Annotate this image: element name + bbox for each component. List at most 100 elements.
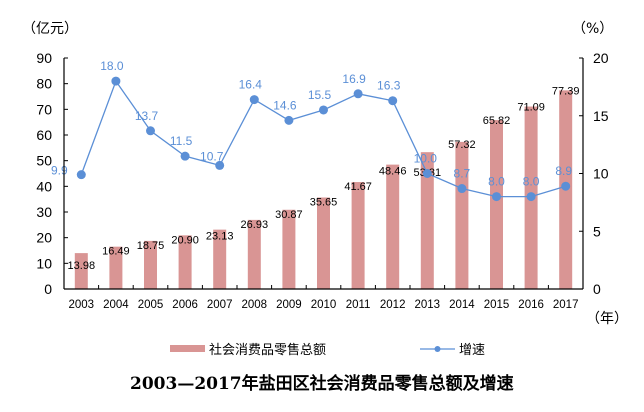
bar-data-label: 16.49 <box>102 246 130 258</box>
line-point <box>388 96 398 106</box>
line-data-label: 8.0 <box>523 175 540 189</box>
bar-data-label: 26.93 <box>241 219 269 231</box>
x-tick-label: 2011 <box>346 299 371 311</box>
left-tick-label: 50 <box>36 153 52 169</box>
x-tick-label: 2004 <box>103 299 129 311</box>
line-data-label: 10.0 <box>414 152 438 166</box>
x-tick-label: 2014 <box>449 299 475 311</box>
x-tick-label: 2003 <box>69 299 95 311</box>
line-data-label: 13.7 <box>135 109 159 123</box>
bar-data-label: 48.46 <box>379 166 407 178</box>
x-tick-label: 2008 <box>242 299 268 311</box>
bar <box>178 235 192 289</box>
bar <box>144 240 157 289</box>
line-point <box>492 192 501 202</box>
bar-data-label: 30.87 <box>275 209 303 221</box>
x-tick-label: 2017 <box>553 299 579 311</box>
left-tick-label: 40 <box>36 178 52 194</box>
line-data-label: 9.9 <box>51 164 68 178</box>
bar <box>455 141 469 289</box>
bar <box>282 209 296 289</box>
legend-bar-swatch <box>170 345 205 352</box>
bar-data-label: 71.09 <box>517 102 545 114</box>
bar <box>490 120 503 289</box>
right-tick-label: 0 <box>593 281 601 297</box>
line-point <box>146 126 155 136</box>
left-tick-label: 80 <box>36 76 52 92</box>
left-tick-label: 0 <box>44 281 52 297</box>
right-axis-ticks: 0 5 10 15 20 <box>579 50 609 297</box>
x-tick-label: 2005 <box>138 299 164 311</box>
right-tick-label: 5 <box>593 223 601 239</box>
left-axis-ticks: 0 10 20 30 40 50 60 70 80 90 <box>36 50 68 297</box>
line-point <box>422 169 432 178</box>
bar-data-label: 57.32 <box>448 139 476 151</box>
line-data-label: 8.7 <box>454 167 471 181</box>
bar <box>109 246 123 289</box>
line-point <box>561 181 571 191</box>
left-tick-label: 60 <box>36 127 52 143</box>
bar <box>420 152 434 289</box>
left-tick-label: 70 <box>36 101 52 117</box>
x-tick-label: 2007 <box>207 299 233 311</box>
line-point <box>284 115 294 125</box>
bar <box>386 164 400 289</box>
line-data-label: 10.7 <box>200 149 224 163</box>
line-data-label: 8.0 <box>488 175 505 189</box>
bar <box>213 229 227 289</box>
line-data-label: 11.5 <box>170 134 193 148</box>
legend-bar-label: 社会消费品零售总额 <box>209 342 326 358</box>
line-data-label: 16.3 <box>377 79 401 93</box>
x-tick-label: 2009 <box>276 299 302 311</box>
line-data-label: 16.9 <box>342 72 366 86</box>
bar <box>247 219 261 289</box>
left-tick-label: 10 <box>36 255 52 271</box>
right-axis-unit: （%） <box>572 21 613 37</box>
line-point <box>76 170 86 180</box>
bar <box>317 197 330 289</box>
x-axis-ticks: 2003 2004 2005 2006 2007 2008 2009 2010 2011 2012… <box>69 285 579 311</box>
line-point <box>180 151 190 161</box>
bar-data-label: 77.39 <box>552 85 580 97</box>
bar-labels: 13.98 16.49 18.75 20.90 23.13 26.93 30.87 35.65… <box>68 85 580 272</box>
line-point <box>249 95 259 105</box>
x-tick-label: 2013 <box>415 299 441 311</box>
x-tick-label: 2006 <box>172 299 198 311</box>
line-point <box>457 184 467 194</box>
left-tick-label: 30 <box>36 204 52 220</box>
bar-data-label: 23.13 <box>206 231 234 243</box>
line-data-label: 16.4 <box>239 78 263 92</box>
line-point <box>526 192 536 202</box>
left-tick-label: 90 <box>36 50 52 66</box>
line-data-label: 14.6 <box>273 98 297 112</box>
line-series <box>76 76 571 202</box>
legend: 社会消费品零售总额 增速 <box>170 342 485 358</box>
bar-data-label: 20.90 <box>171 234 199 246</box>
left-axis-unit: （亿元） <box>22 21 78 37</box>
x-axis-unit: （年） <box>586 311 628 327</box>
right-tick-label: 20 <box>593 50 609 66</box>
line-data-label: 15.5 <box>308 88 332 102</box>
legend-line-label: 增速 <box>459 343 485 358</box>
line-point <box>353 89 363 99</box>
right-tick-label: 15 <box>593 108 609 124</box>
bar-data-label: 41.67 <box>344 181 372 193</box>
bar-data-label: 13.98 <box>68 260 96 272</box>
right-tick-label: 10 <box>593 166 609 182</box>
line-point <box>215 160 225 170</box>
x-tick-label: 2015 <box>484 299 510 311</box>
bar <box>74 253 88 289</box>
line-data-label: 18.0 <box>100 59 124 73</box>
x-tick-label: 2010 <box>311 299 337 311</box>
line-point <box>319 105 328 115</box>
bar-data-label: 65.82 <box>483 115 511 127</box>
chart-title: 2003—2017年盐田区社会消费品零售总额及增速 <box>130 373 514 394</box>
legend-line-marker <box>434 346 441 352</box>
line-data-label: 8.9 <box>555 164 572 178</box>
x-tick-label: 2016 <box>518 299 544 311</box>
bar-data-label: 18.75 <box>137 240 165 252</box>
bar <box>351 182 365 289</box>
line-point <box>111 76 121 86</box>
left-tick-label: 20 <box>36 230 52 246</box>
